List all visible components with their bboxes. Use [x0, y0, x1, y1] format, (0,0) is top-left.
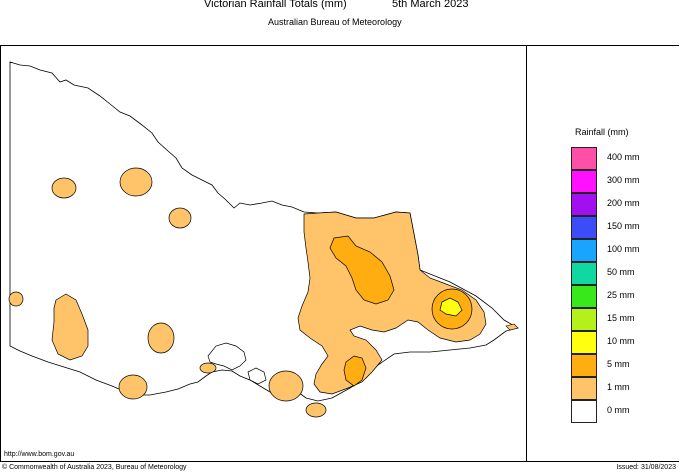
legend-label: 150 mm — [607, 221, 640, 231]
rainfall-patch-geelong — [199, 362, 217, 374]
legend-label: 200 mm — [607, 198, 640, 208]
legend-swatch — [571, 147, 597, 170]
map-date: 5th March 2023 — [392, 0, 469, 10]
legend-label: 50 mm — [607, 267, 635, 277]
victoria-rainfall-map — [8, 61, 520, 418]
legend-label: 0 mm — [607, 405, 630, 415]
legend-label: 10 mm — [607, 336, 635, 346]
legend-swatch — [571, 354, 597, 377]
rainfall-patch-west-6 — [147, 322, 175, 354]
legend-swatch — [571, 239, 597, 262]
legend-swatch — [571, 400, 597, 423]
issued-date: Issued: 31/08/2023 — [616, 464, 676, 471]
legend-swatch — [571, 170, 597, 193]
legend-label: 100 mm — [607, 244, 640, 254]
rainfall-region-gippsland-10mm — [439, 297, 463, 317]
legend-swatch — [571, 216, 597, 239]
rainfall-region-alpine-5mm — [329, 235, 395, 305]
legend-swatch — [571, 331, 597, 354]
rainfall-region-tip — [505, 323, 519, 331]
legend-swatch — [571, 285, 597, 308]
victoria-outline — [9, 61, 520, 402]
map-frame — [0, 45, 679, 462]
legend-label: 300 mm — [607, 175, 640, 185]
rainfall-patch-west-5 — [51, 293, 89, 361]
rainfall-patch-gippsland-west — [268, 370, 304, 402]
map-title: Victorian Rainfall Totals (mm) — [204, 0, 347, 10]
rainfall-patch-west-7 — [118, 374, 148, 400]
rainfall-patch-west-1 — [51, 177, 77, 199]
legend-label: 5 mm — [607, 359, 630, 369]
rainfall-patch-prom — [305, 402, 327, 418]
rainfall-region-south-5mm — [343, 355, 367, 387]
legend-divider — [526, 45, 527, 462]
legend-label: 25 mm — [607, 290, 635, 300]
rainfall-patch-west-2 — [119, 167, 153, 197]
rainfall-patch-west-3 — [168, 207, 192, 229]
legend-swatch — [571, 308, 597, 331]
title-row: Victorian Rainfall Totals (mm) 5th March… — [0, 0, 680, 12]
legend-swatch — [571, 262, 597, 285]
port-phillip-bay — [207, 342, 247, 371]
legend-swatch — [571, 377, 597, 400]
western-port — [247, 367, 267, 385]
legend-label: 1 mm — [607, 382, 630, 392]
copyright-text: © Commonwealth of Australia 2023, Bureau… — [2, 464, 187, 471]
bom-url[interactable]: http://www.bom.gov.au — [4, 451, 75, 458]
legend-label: 400 mm — [607, 152, 640, 162]
legend-label: 15 mm — [607, 313, 635, 323]
map-subtitle: Australian Bureau of Meteorology — [268, 17, 402, 27]
legend-title: Rainfall (mm) — [575, 127, 629, 137]
legend-swatch — [571, 193, 597, 216]
rainfall-patch-west-4 — [8, 291, 24, 307]
